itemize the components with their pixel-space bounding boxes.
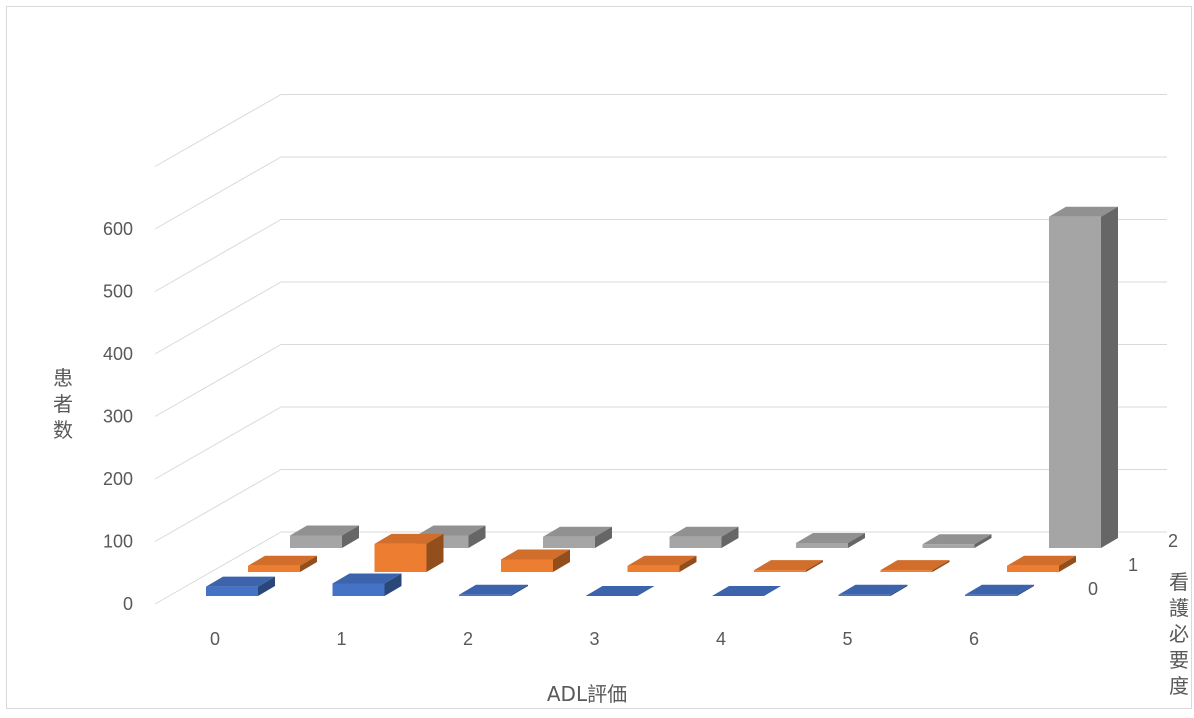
bar-top (881, 560, 950, 570)
depth-tick-label: 2 (1168, 531, 1178, 551)
bar (712, 586, 781, 596)
y-tick-label: 0 (123, 594, 133, 614)
bar-top (839, 585, 908, 595)
bar (754, 560, 823, 572)
bar-front (754, 570, 806, 572)
bar-front (628, 566, 680, 572)
bar (965, 585, 1034, 596)
bar-top (459, 585, 528, 595)
x-tick-label: 4 (716, 629, 726, 649)
y-tick-label: 300 (103, 407, 133, 427)
bar-top (754, 560, 823, 570)
bar (206, 577, 275, 596)
gridline-depth (155, 345, 281, 417)
bar-front (670, 537, 722, 548)
gridline-depth (155, 470, 281, 542)
bar-front (459, 595, 511, 596)
gridline-depth (155, 95, 281, 167)
gridline-depth (155, 282, 281, 354)
bar-front (796, 543, 848, 548)
depth-tick-label: 0 (1088, 579, 1098, 599)
y-axis-ticks: 0 100 200 300 400 500 600 (103, 219, 133, 614)
chart-frame: 0 100 200 300 400 500 600 0 1 2 3 4 5 6 0 1 2 患者数 ADL評… (6, 6, 1192, 709)
bar-front (375, 544, 427, 572)
bar-front (1007, 566, 1059, 572)
bar (543, 527, 612, 548)
x-tick-label: 1 (336, 629, 346, 649)
gridline-depth (155, 220, 281, 292)
bar-front (881, 570, 933, 572)
x-axis-title: ADL評価 (547, 682, 627, 706)
bar (796, 533, 865, 548)
bar-top (586, 586, 655, 596)
bar-front (206, 587, 258, 596)
bar (333, 574, 402, 597)
bar-front (839, 595, 891, 596)
bar-front (1049, 217, 1101, 548)
y-tick-label: 100 (103, 532, 133, 552)
chart-3d-column: 0 100 200 300 400 500 600 0 1 2 3 4 5 6 0 1 2 患者数 ADL評… (7, 7, 1194, 718)
bar-top (712, 586, 781, 596)
bar-front (290, 536, 342, 549)
bar-side (1101, 207, 1118, 548)
bar (628, 556, 697, 572)
depth-tick-label: 1 (1128, 555, 1138, 575)
y-tick-label: 600 (103, 219, 133, 239)
bar-top (965, 585, 1034, 595)
bar (839, 585, 908, 596)
bar-front (501, 560, 553, 573)
x-tick-label: 0 (210, 629, 220, 649)
y-axis-title: 患者数 (53, 366, 73, 442)
bars (206, 207, 1118, 596)
bar (290, 526, 359, 549)
bar (670, 527, 739, 548)
bar-front (923, 544, 975, 548)
gridline-depth (155, 157, 281, 229)
x-tick-label: 6 (969, 629, 979, 649)
bar (881, 560, 950, 572)
bar-front (248, 566, 300, 572)
depth-axis-title: 看護必要度 (1169, 570, 1189, 698)
bar-front (965, 595, 1017, 596)
y-tick-label: 500 (103, 282, 133, 302)
x-tick-label: 5 (842, 629, 852, 649)
y-tick-label: 200 (103, 469, 133, 489)
x-tick-label: 3 (589, 629, 599, 649)
y-tick-label: 400 (103, 344, 133, 364)
bar (248, 556, 317, 572)
bar-front (543, 537, 595, 548)
bar (459, 585, 528, 596)
bar (1007, 556, 1076, 572)
bar (501, 550, 570, 573)
bar (375, 534, 444, 572)
gridline-depth (155, 407, 281, 479)
bar-front (333, 584, 385, 597)
bar (923, 534, 992, 548)
bar (586, 586, 655, 596)
x-tick-label: 2 (463, 629, 473, 649)
bar (1049, 207, 1118, 548)
x-axis-ticks: 0 1 2 3 4 5 6 (210, 629, 979, 649)
